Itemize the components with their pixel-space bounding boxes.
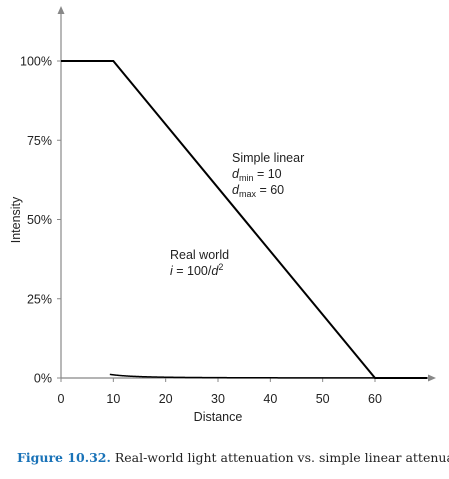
x-tick-label: 50 bbox=[316, 392, 330, 406]
realworld-annotation-formula: i = 100/d2 bbox=[170, 262, 223, 278]
x-tick-label: 0 bbox=[58, 392, 65, 406]
x-tick-label: 40 bbox=[263, 392, 277, 406]
y-tick-label: 75% bbox=[27, 134, 52, 148]
y-tick-label: 0% bbox=[34, 372, 52, 386]
y-axis-arrow-icon bbox=[57, 6, 65, 14]
series-line-real-world bbox=[109, 373, 427, 379]
figure-caption-text: Real-world light attenuation vs. simple … bbox=[110, 450, 449, 465]
y-axis-label: Intensity bbox=[9, 196, 23, 243]
figure-caption: Figure 10.32. Real-world light attenuati… bbox=[17, 450, 449, 465]
x-tick-label: 60 bbox=[368, 392, 382, 406]
x-axis-arrow-icon bbox=[428, 374, 436, 382]
y-tick-label: 25% bbox=[27, 292, 52, 306]
linear-annotation-line1: Simple linear bbox=[232, 151, 304, 165]
y-tick-label: 100% bbox=[20, 55, 52, 69]
attenuation-chart: 0 10 20 30 40 50 60 0% 25% 50% 75% 100% Simple line… bbox=[9, 6, 436, 424]
figure-caption-label: Figure 10.32. bbox=[17, 450, 111, 465]
y-tick-label: 50% bbox=[27, 213, 52, 227]
x-axis-label: Distance bbox=[194, 410, 243, 424]
x-tick-label: 10 bbox=[106, 392, 120, 406]
linear-annotation-dmax: dmax = 60 bbox=[232, 183, 284, 199]
realworld-annotation-line1: Real world bbox=[170, 248, 229, 262]
linear-annotation-dmin: dmin = 10 bbox=[232, 167, 282, 183]
x-tick-label: 30 bbox=[211, 392, 225, 406]
x-tick-label: 20 bbox=[159, 392, 173, 406]
series-line-simple-linear bbox=[61, 60, 428, 379]
